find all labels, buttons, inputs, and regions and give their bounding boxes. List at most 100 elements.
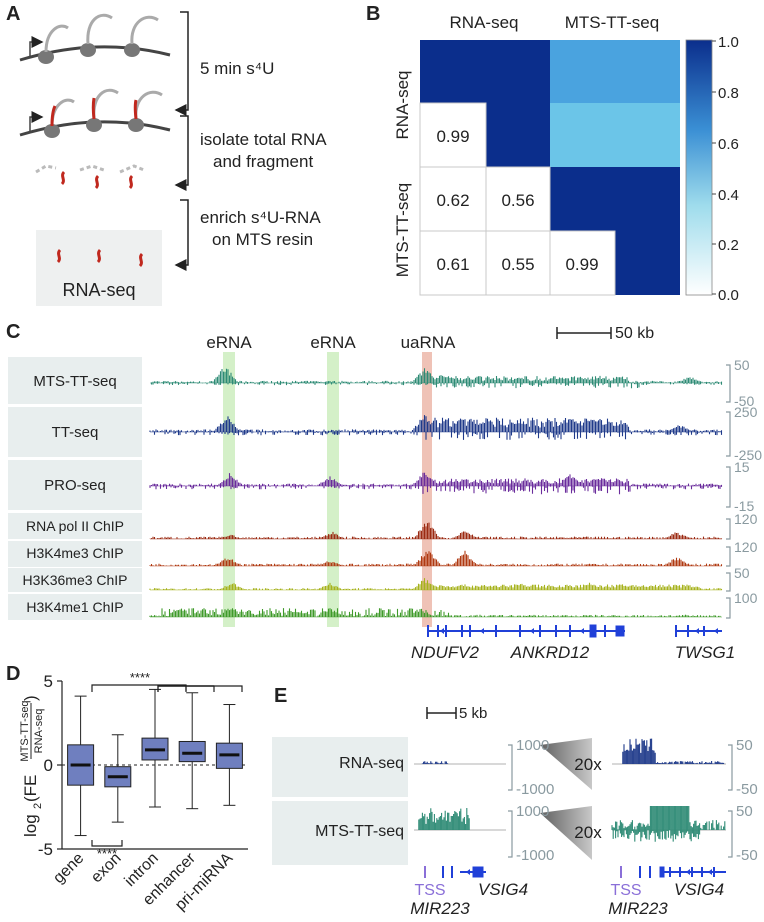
heatmap-value: 0.55 — [501, 255, 534, 274]
track-name: PRO-seq — [44, 477, 106, 494]
heatmap-value: 0.62 — [436, 191, 469, 210]
box-exon — [104, 734, 132, 823]
track-axis-min: -250 — [734, 447, 762, 463]
gene-label: MIR223 — [608, 899, 668, 918]
panel-e: E 5 kb RNA-seq MTS-TT-seq 20x 20x 1000 -… — [272, 685, 758, 918]
panel-letter-c: C — [6, 321, 20, 343]
box-gene — [67, 695, 95, 837]
track-signal — [149, 472, 723, 495]
y-tick-label: 5 — [44, 672, 53, 691]
panel-b: B RNA-seq MTS-TT-seq RNA-seq MTS-TT-seq … — [366, 3, 739, 304]
zoom-track-signal — [414, 806, 726, 842]
significance-brackets — [91, 684, 243, 847]
heatmap-cell — [615, 231, 680, 295]
heatmap-cell — [550, 40, 680, 103]
heatmap-cell — [419, 230, 487, 296]
panel-letter-d: D — [6, 663, 20, 685]
track-axis-min: -15 — [734, 498, 754, 514]
track-signal — [150, 368, 723, 389]
axis-min: -50 — [736, 847, 758, 864]
gene-models-c — [427, 624, 722, 638]
colorbar-tick-label: 0.8 — [718, 85, 739, 102]
heatmap-value: 0.99 — [436, 127, 469, 146]
gene-label: MIR223 — [410, 899, 470, 918]
track-axis-max: 250 — [734, 404, 758, 420]
heatmap-col-label-1: RNA-seq — [450, 13, 519, 32]
panel-d: D log 2 (FE MTS-TT-seq RNA-seq ) 5 0 -5gen… — [6, 663, 248, 914]
dna-schematic-1 — [19, 13, 171, 64]
gene-label: TWSG1 — [675, 643, 735, 662]
gene-label: VSIG4 — [674, 880, 724, 899]
axis-max: 50 — [736, 803, 753, 820]
colorbar — [685, 39, 713, 296]
heatmap-cell — [419, 166, 487, 232]
zoom-axes — [508, 744, 733, 858]
box-pri-miRNA — [215, 704, 243, 806]
zoom-label: 20x — [574, 755, 602, 774]
track-name: H3K36me3 ChIP — [22, 572, 127, 588]
track-name: TT-seq — [52, 424, 99, 441]
scale-bar-label: 50 kb — [615, 325, 654, 342]
gene-models-e-left — [424, 866, 486, 878]
box-plot-y-label: log 2 (FE MTS-TT-seq RNA-seq ) — [19, 695, 45, 837]
colorbar-tick-label: 0.4 — [718, 187, 739, 204]
y-label-denominator: RNA-seq — [33, 709, 45, 754]
track-signal — [149, 578, 723, 591]
track-axis-max: 120 — [734, 539, 758, 555]
track-labels: MTS-TT-seq TT-seq PRO-seq RNA pol II ChI… — [8, 357, 142, 620]
y-label-fe: (FE — [21, 775, 40, 802]
heatmap-grid: 0.99 0.62 0.56 0.61 0.55 0.99 — [419, 40, 680, 296]
track-label-bg — [272, 801, 408, 865]
step-label-2a: isolate total RNA — [200, 130, 327, 149]
axis-min: -50 — [736, 781, 758, 798]
track-name: H3K4me3 ChIP — [26, 545, 123, 561]
zoom-indicator — [540, 806, 592, 860]
heatmap-cell — [486, 103, 550, 167]
category-label: gene — [50, 850, 87, 887]
y-tick-label: 0 — [44, 756, 53, 775]
heatmap-row-label-1: RNA-seq — [393, 71, 412, 140]
track-name: H3K4me1 ChIP — [26, 599, 123, 615]
track-axis-max: 50 — [734, 357, 750, 373]
genome-tracks — [149, 368, 723, 618]
highlight-label-erna-2: eRNA — [310, 333, 356, 352]
gene-label: NDUFV2 — [411, 643, 480, 662]
y-label-sub: 2 — [32, 803, 44, 809]
track-name: RNA pol II ChIP — [26, 518, 124, 534]
panel-a: A — [6, 3, 327, 306]
y-tick-label: -5 — [38, 840, 53, 859]
heatmap-cell — [485, 166, 551, 232]
track-signal — [149, 522, 723, 540]
track-axis-max: 120 — [734, 511, 758, 527]
scale-bar-c — [556, 327, 612, 339]
scale-bar-label: 5 kb — [459, 705, 487, 722]
track-name: MTS-TT-seq — [315, 823, 404, 840]
track-axes — [726, 364, 731, 619]
highlight-label-uarna: uaRNA — [401, 333, 456, 352]
axis-max: 1000 — [516, 803, 549, 820]
zoom-indicator — [540, 738, 592, 790]
track-name: MTS-TT-seq — [33, 373, 116, 390]
heatmap-cell — [549, 230, 616, 296]
box-body — [178, 740, 206, 763]
heatmap-cell — [550, 167, 680, 231]
significance-label: **** — [130, 670, 150, 685]
zoom-track-signal — [414, 738, 726, 765]
step-label-3b: on MTS resin — [212, 230, 313, 249]
track-label-bg — [272, 737, 408, 797]
zoom-label: 20x — [574, 823, 602, 842]
track-axis-max: 15 — [734, 459, 750, 475]
heatmap-cell — [485, 230, 551, 296]
heatmap-value: 0.99 — [565, 255, 598, 274]
panel-letter-e: E — [274, 685, 287, 707]
axis-min: -1000 — [516, 781, 554, 798]
track-signal — [149, 550, 723, 567]
heatmap-row-label-2: MTS-TT-seq — [393, 183, 412, 277]
gene-models-e-right — [620, 866, 726, 878]
highlight-label-erna-1: eRNA — [206, 333, 252, 352]
heatmap-value: 0.56 — [501, 191, 534, 210]
step-brackets — [174, 11, 189, 271]
colorbar-tick-label: 0.6 — [718, 136, 739, 153]
